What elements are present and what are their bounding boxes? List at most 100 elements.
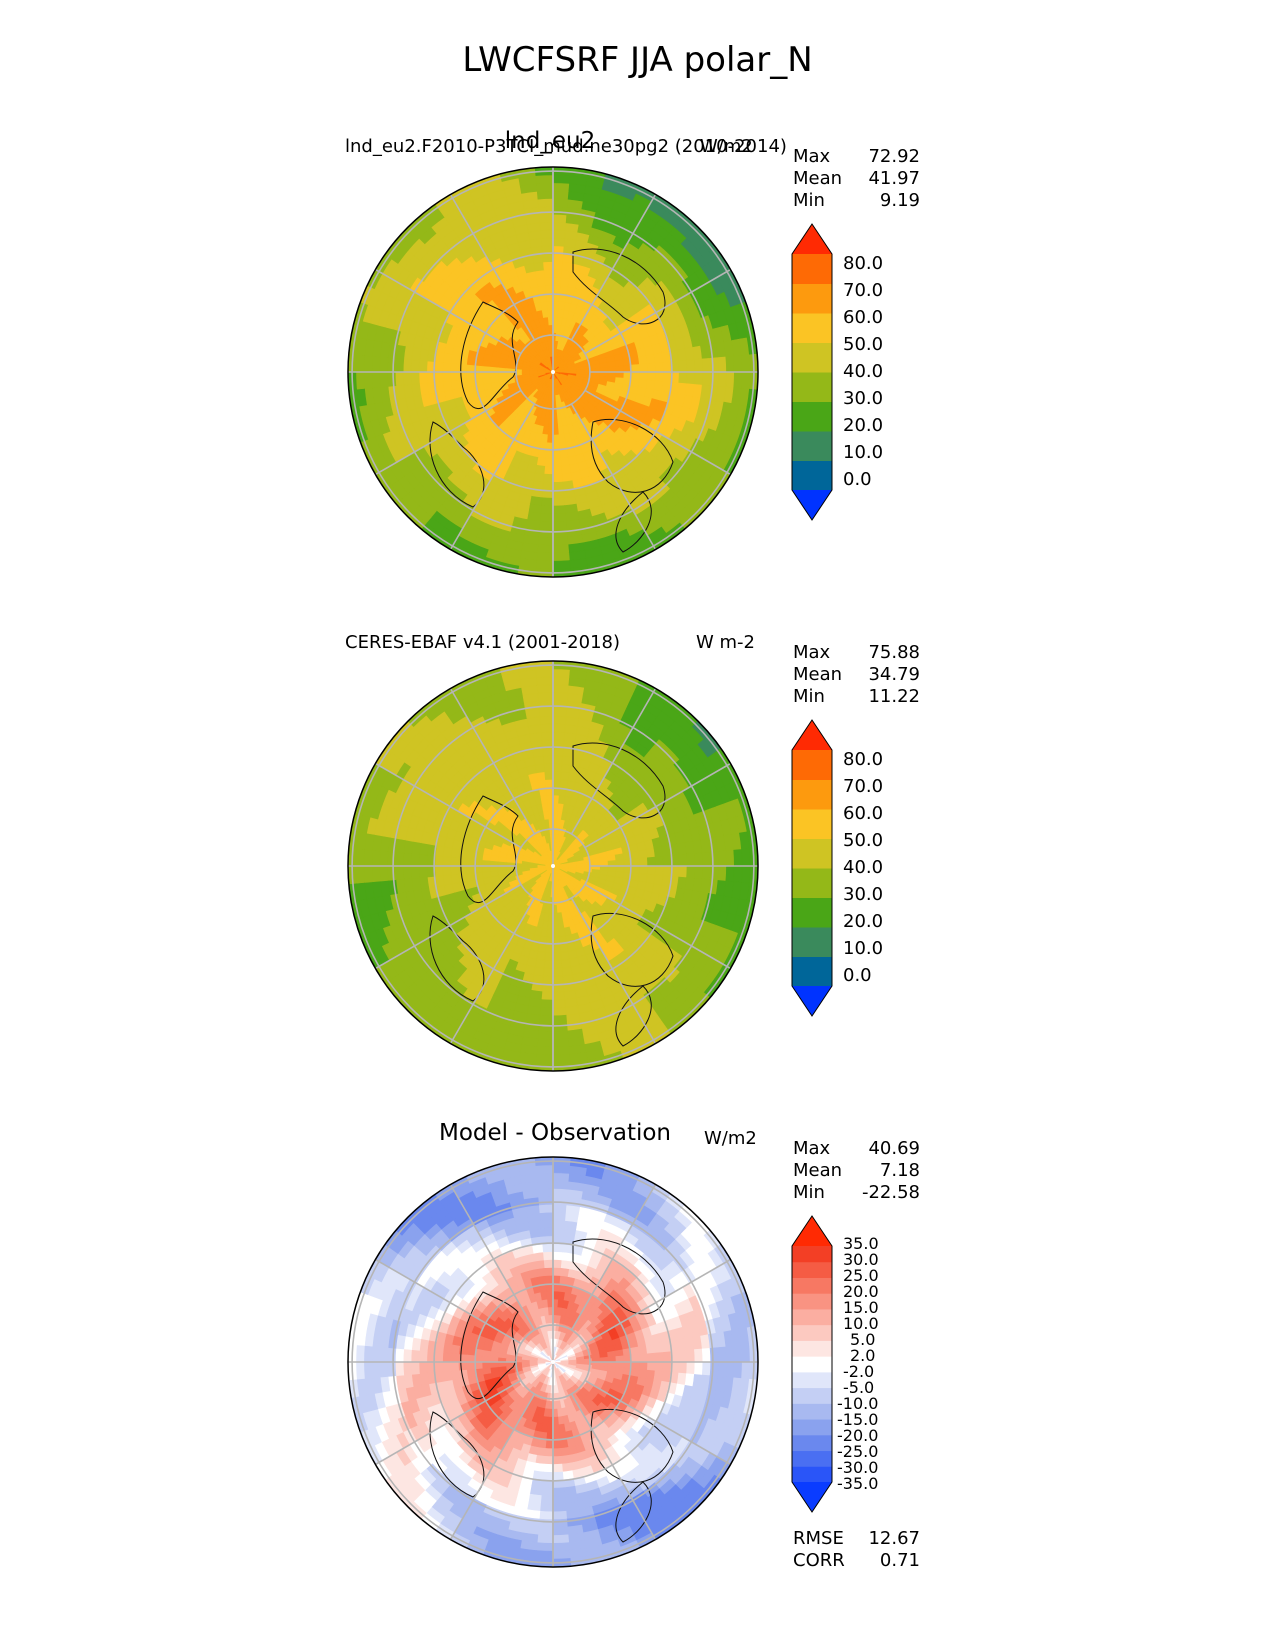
panel2-max-value: 75.88 — [868, 642, 920, 663]
field-cell — [717, 371, 727, 388]
field-cell — [741, 865, 751, 884]
coastline-3 — [429, 421, 485, 508]
field-cell — [694, 371, 704, 386]
meridian-5 — [375, 389, 522, 476]
field-cell — [544, 952, 554, 961]
field-cell — [661, 1341, 672, 1353]
field-cell — [532, 253, 544, 264]
field-cell — [542, 1243, 554, 1253]
field-cell — [631, 364, 641, 373]
field-cell — [450, 362, 460, 373]
field-cell — [371, 371, 381, 389]
field-cell — [552, 975, 564, 985]
field-cell — [521, 865, 530, 870]
field-cell — [538, 1022, 554, 1032]
field-cell — [434, 875, 445, 887]
field-cell — [607, 1350, 617, 1358]
field-cell — [538, 528, 554, 538]
field-cell — [537, 536, 554, 546]
field-cell — [363, 865, 373, 883]
coastline-1 — [572, 248, 666, 325]
field-cell — [535, 668, 554, 678]
field-cell — [466, 1368, 476, 1378]
field-cell — [646, 1361, 656, 1372]
field-cell — [607, 1356, 617, 1363]
field-cell — [434, 1351, 444, 1363]
field-cell — [686, 371, 696, 385]
panel1-cb-label-0: 0.0 — [843, 469, 872, 490]
field-cell — [540, 999, 554, 1009]
field-cell — [546, 300, 554, 310]
field-cell — [410, 865, 420, 879]
field-cell — [654, 362, 664, 373]
field-cell — [653, 1370, 664, 1382]
field-cell — [630, 1346, 640, 1356]
field-cell — [552, 952, 562, 961]
field-cell — [410, 853, 420, 867]
field-cell — [540, 300, 548, 311]
coastlines — [429, 248, 674, 553]
field-cell — [458, 371, 467, 381]
field-cell — [552, 755, 563, 765]
field-cell — [552, 237, 566, 247]
field-cell — [709, 865, 719, 881]
field-cell — [561, 1462, 573, 1473]
field-cell — [552, 1267, 562, 1276]
field-cell — [615, 1355, 625, 1363]
field-cell — [615, 371, 625, 379]
field-cell — [533, 1462, 545, 1473]
field-cell — [552, 1259, 563, 1269]
meridian-11 — [584, 268, 731, 355]
panel2-cb-label-7: 70.0 — [843, 776, 884, 797]
field-cell — [654, 1361, 664, 1372]
field-cell — [545, 450, 554, 460]
field-cell — [532, 974, 544, 985]
field-cell — [631, 371, 641, 380]
coastline-2 — [590, 418, 674, 493]
meridian-7 — [375, 268, 522, 355]
field-cell — [489, 870, 499, 878]
field-cell — [552, 536, 569, 546]
field-cell — [434, 381, 445, 393]
field-cell — [552, 999, 566, 1009]
field-cell — [540, 731, 554, 741]
field-cell — [552, 771, 562, 780]
field-cell — [552, 269, 563, 279]
field-cell — [552, 1424, 560, 1434]
coastline-4 — [615, 491, 652, 553]
field-cell — [552, 465, 563, 475]
field-cell — [536, 552, 554, 562]
field-cell — [552, 450, 561, 460]
field-cell — [537, 692, 554, 702]
field-cell — [552, 1416, 559, 1426]
field-cell — [547, 1298, 554, 1308]
field-cell — [552, 300, 560, 310]
panel2-cb-label-1: 10.0 — [843, 938, 884, 959]
panel2-colorbar — [791, 719, 833, 1017]
colorbar-segment-4 — [792, 342, 832, 373]
field-cell — [434, 1361, 444, 1373]
field-cell — [545, 944, 554, 954]
field-cell — [402, 865, 412, 880]
field-cell — [662, 855, 672, 867]
field-cell — [558, 1423, 566, 1434]
field-cell — [562, 974, 574, 985]
field-cell — [717, 865, 727, 882]
field-cell — [434, 845, 445, 857]
field-cell — [552, 747, 564, 757]
field-cell — [465, 371, 475, 380]
field-cell — [557, 1416, 565, 1426]
field-cell — [538, 206, 554, 216]
field-cell — [442, 874, 453, 886]
field-cell — [394, 851, 405, 867]
field-cell — [541, 308, 549, 318]
field-cell — [534, 269, 546, 280]
field-cell — [552, 182, 570, 192]
field-cell — [450, 873, 461, 885]
field-cell — [387, 371, 397, 387]
field-cell — [379, 356, 389, 373]
field-cell — [540, 723, 554, 733]
field-cell — [552, 221, 567, 231]
field-cell — [546, 928, 554, 938]
field-cell — [537, 285, 547, 295]
